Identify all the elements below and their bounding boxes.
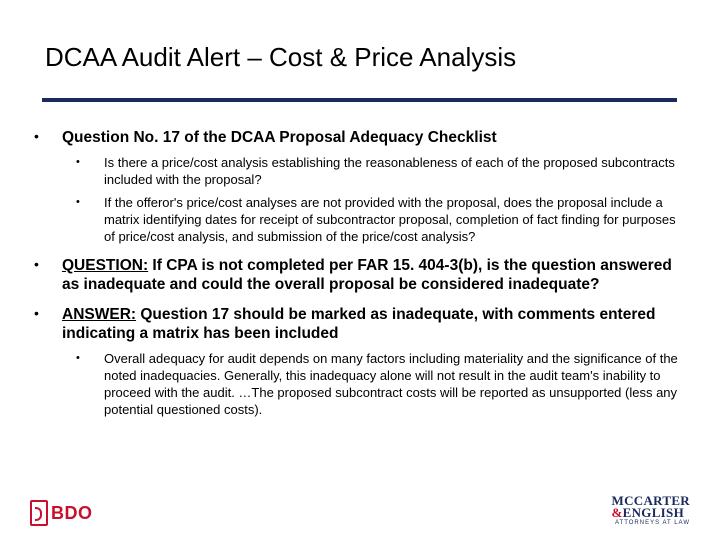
me-line: MCCARTER &ENGLISH <box>612 495 691 518</box>
bdo-logo: BDO <box>30 500 93 526</box>
bullet-answer: ANSWER: Question 17 should be marked as … <box>32 305 687 419</box>
bullet-text: Question No. 17 of the DCAA Proposal Ade… <box>62 129 497 146</box>
bdo-mark-icon <box>30 500 48 526</box>
bullet-question: QUESTION: If CPA is not completed per FA… <box>32 256 687 295</box>
question-label: QUESTION: <box>62 257 148 274</box>
me-line2: ENGLISH <box>623 505 684 520</box>
answer-text: Question 17 should be marked as inadequa… <box>62 306 655 342</box>
content-body: Question No. 17 of the DCAA Proposal Ade… <box>32 128 687 429</box>
bullet-question-17: Question No. 17 of the DCAA Proposal Ade… <box>32 128 687 246</box>
me-ampersand: & <box>612 505 623 520</box>
answer-label: ANSWER: <box>62 306 136 323</box>
me-subtitle: ATTORNEYS AT LAW <box>612 521 691 526</box>
mccarter-english-logo: MCCARTER &ENGLISH ATTORNEYS AT LAW <box>612 495 691 526</box>
sub-bullet: If the offeror's price/cost analyses are… <box>62 195 687 246</box>
slide: DCAA Audit Alert – Cost & Price Analysis… <box>0 0 720 540</box>
title-rule <box>42 98 677 102</box>
sub-bullet: Overall adequacy for audit depends on ma… <box>62 351 687 419</box>
slide-title: DCAA Audit Alert – Cost & Price Analysis <box>45 42 516 73</box>
question-text: If CPA is not completed per FAR 15. 404-… <box>62 257 672 293</box>
bdo-text: BDO <box>51 503 93 524</box>
sub-bullet: Is there a price/cost analysis establish… <box>62 155 687 189</box>
